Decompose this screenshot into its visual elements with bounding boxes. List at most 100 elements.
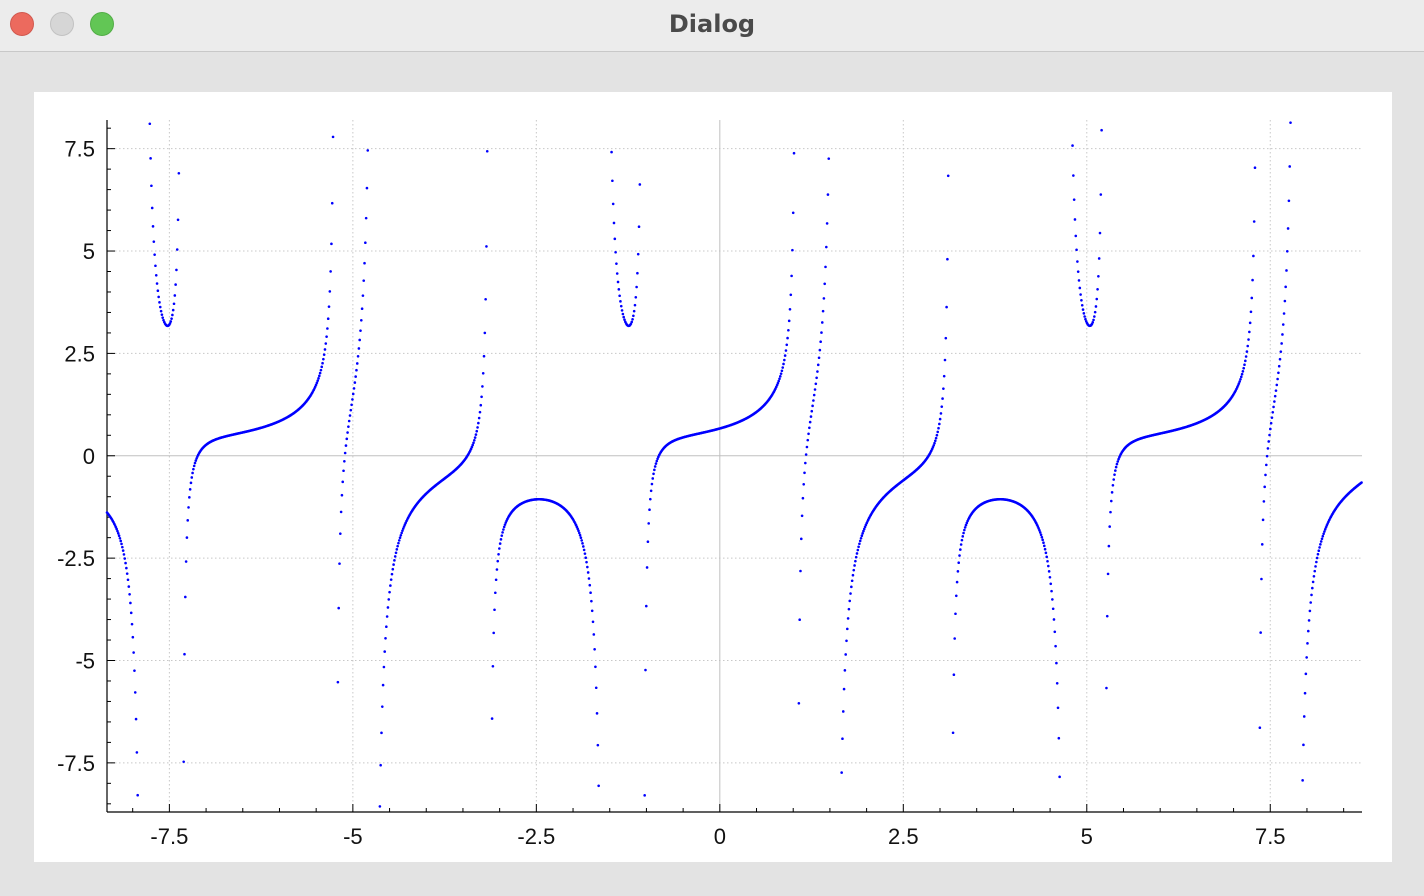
data-point xyxy=(348,414,352,417)
data-point xyxy=(1112,478,1116,481)
data-point xyxy=(1038,529,1041,532)
data-point xyxy=(1083,315,1086,318)
data-point xyxy=(631,318,634,321)
data-point xyxy=(779,375,782,378)
minimize-window-button[interactable] xyxy=(50,12,74,36)
data-point xyxy=(594,686,598,690)
y-tick-label: -5 xyxy=(75,648,95,673)
data-point xyxy=(476,426,479,429)
data-point xyxy=(1319,543,1322,546)
data-point xyxy=(1314,565,1317,568)
data-point xyxy=(158,301,161,304)
y-tick-label: 2.5 xyxy=(64,341,95,366)
data-point xyxy=(620,309,624,312)
data-point xyxy=(778,377,781,381)
data-point xyxy=(589,591,592,594)
data-point xyxy=(647,522,650,525)
data-point xyxy=(1262,500,1266,503)
data-point xyxy=(649,497,652,501)
data-point xyxy=(1287,199,1291,203)
data-point xyxy=(811,404,814,408)
data-point xyxy=(581,542,584,545)
data-point xyxy=(491,664,495,668)
scatter-plot[interactable]: -7.5 -5 -2.5 0 2.5 5 7.5 7.5 5 2.5 0 -2.5 -5 -7.5 xyxy=(34,92,1392,862)
data-point xyxy=(338,562,341,565)
data-point xyxy=(474,433,478,436)
data-point xyxy=(818,348,822,352)
data-point xyxy=(385,625,388,628)
data-point xyxy=(632,314,635,318)
data-point xyxy=(862,527,866,531)
data-point xyxy=(775,383,779,387)
data-point xyxy=(497,552,500,556)
data-point xyxy=(1049,582,1053,586)
data-point xyxy=(1269,421,1273,425)
data-point xyxy=(157,295,160,299)
data-point xyxy=(176,218,180,222)
data-point xyxy=(1051,598,1054,601)
data-point xyxy=(118,536,122,540)
data-point xyxy=(651,477,655,480)
data-point xyxy=(587,577,591,580)
data-point xyxy=(622,315,625,319)
data-point xyxy=(153,253,156,256)
data-point xyxy=(808,426,811,430)
data-point xyxy=(347,419,351,423)
data-point xyxy=(184,595,187,599)
data-point xyxy=(1072,198,1076,201)
data-point xyxy=(1284,285,1287,289)
x-tick-label: 5 xyxy=(1081,824,1093,849)
data-point xyxy=(125,572,129,575)
data-point xyxy=(478,410,482,414)
data-point xyxy=(385,615,389,618)
data-point xyxy=(340,493,344,497)
maximize-window-button[interactable] xyxy=(90,12,114,36)
data-point xyxy=(820,321,824,324)
data-point xyxy=(1242,366,1245,370)
data-point xyxy=(842,687,846,691)
data-point xyxy=(318,371,322,375)
data-point xyxy=(1110,491,1114,494)
data-point xyxy=(1044,551,1048,555)
data-point xyxy=(365,186,369,190)
data-point xyxy=(154,264,157,268)
data-point xyxy=(493,608,496,612)
data-point xyxy=(848,599,852,603)
data-point xyxy=(356,354,360,358)
data-point xyxy=(480,395,483,399)
data-point xyxy=(170,317,173,320)
data-point xyxy=(617,288,621,291)
data-point xyxy=(481,385,484,388)
data-point xyxy=(186,519,190,522)
data-point xyxy=(636,271,639,275)
data-point xyxy=(1055,661,1058,665)
data-point xyxy=(576,527,579,531)
data-point xyxy=(151,225,155,228)
zero-lines xyxy=(107,120,1362,812)
data-point xyxy=(1041,538,1044,542)
data-point xyxy=(1047,570,1051,573)
data-point xyxy=(187,506,190,509)
data-point xyxy=(1100,128,1103,132)
data-point xyxy=(1277,364,1281,368)
data-point xyxy=(1091,321,1095,324)
data-point xyxy=(188,488,192,491)
data-point xyxy=(316,379,320,382)
data-point xyxy=(132,651,135,654)
data-point xyxy=(1039,533,1043,537)
data-point xyxy=(1274,389,1278,392)
data-point xyxy=(841,710,845,713)
data-point xyxy=(357,347,361,350)
data-point xyxy=(351,392,355,396)
data-point xyxy=(133,691,137,694)
data-point xyxy=(952,673,956,677)
data-point xyxy=(1081,308,1085,311)
data-point xyxy=(787,319,791,323)
data-point xyxy=(786,336,789,340)
data-point xyxy=(644,668,647,672)
data-point xyxy=(1058,775,1061,779)
data-point xyxy=(643,794,646,797)
data-point xyxy=(322,353,326,356)
data-point xyxy=(498,547,501,550)
close-window-button[interactable] xyxy=(10,12,34,36)
